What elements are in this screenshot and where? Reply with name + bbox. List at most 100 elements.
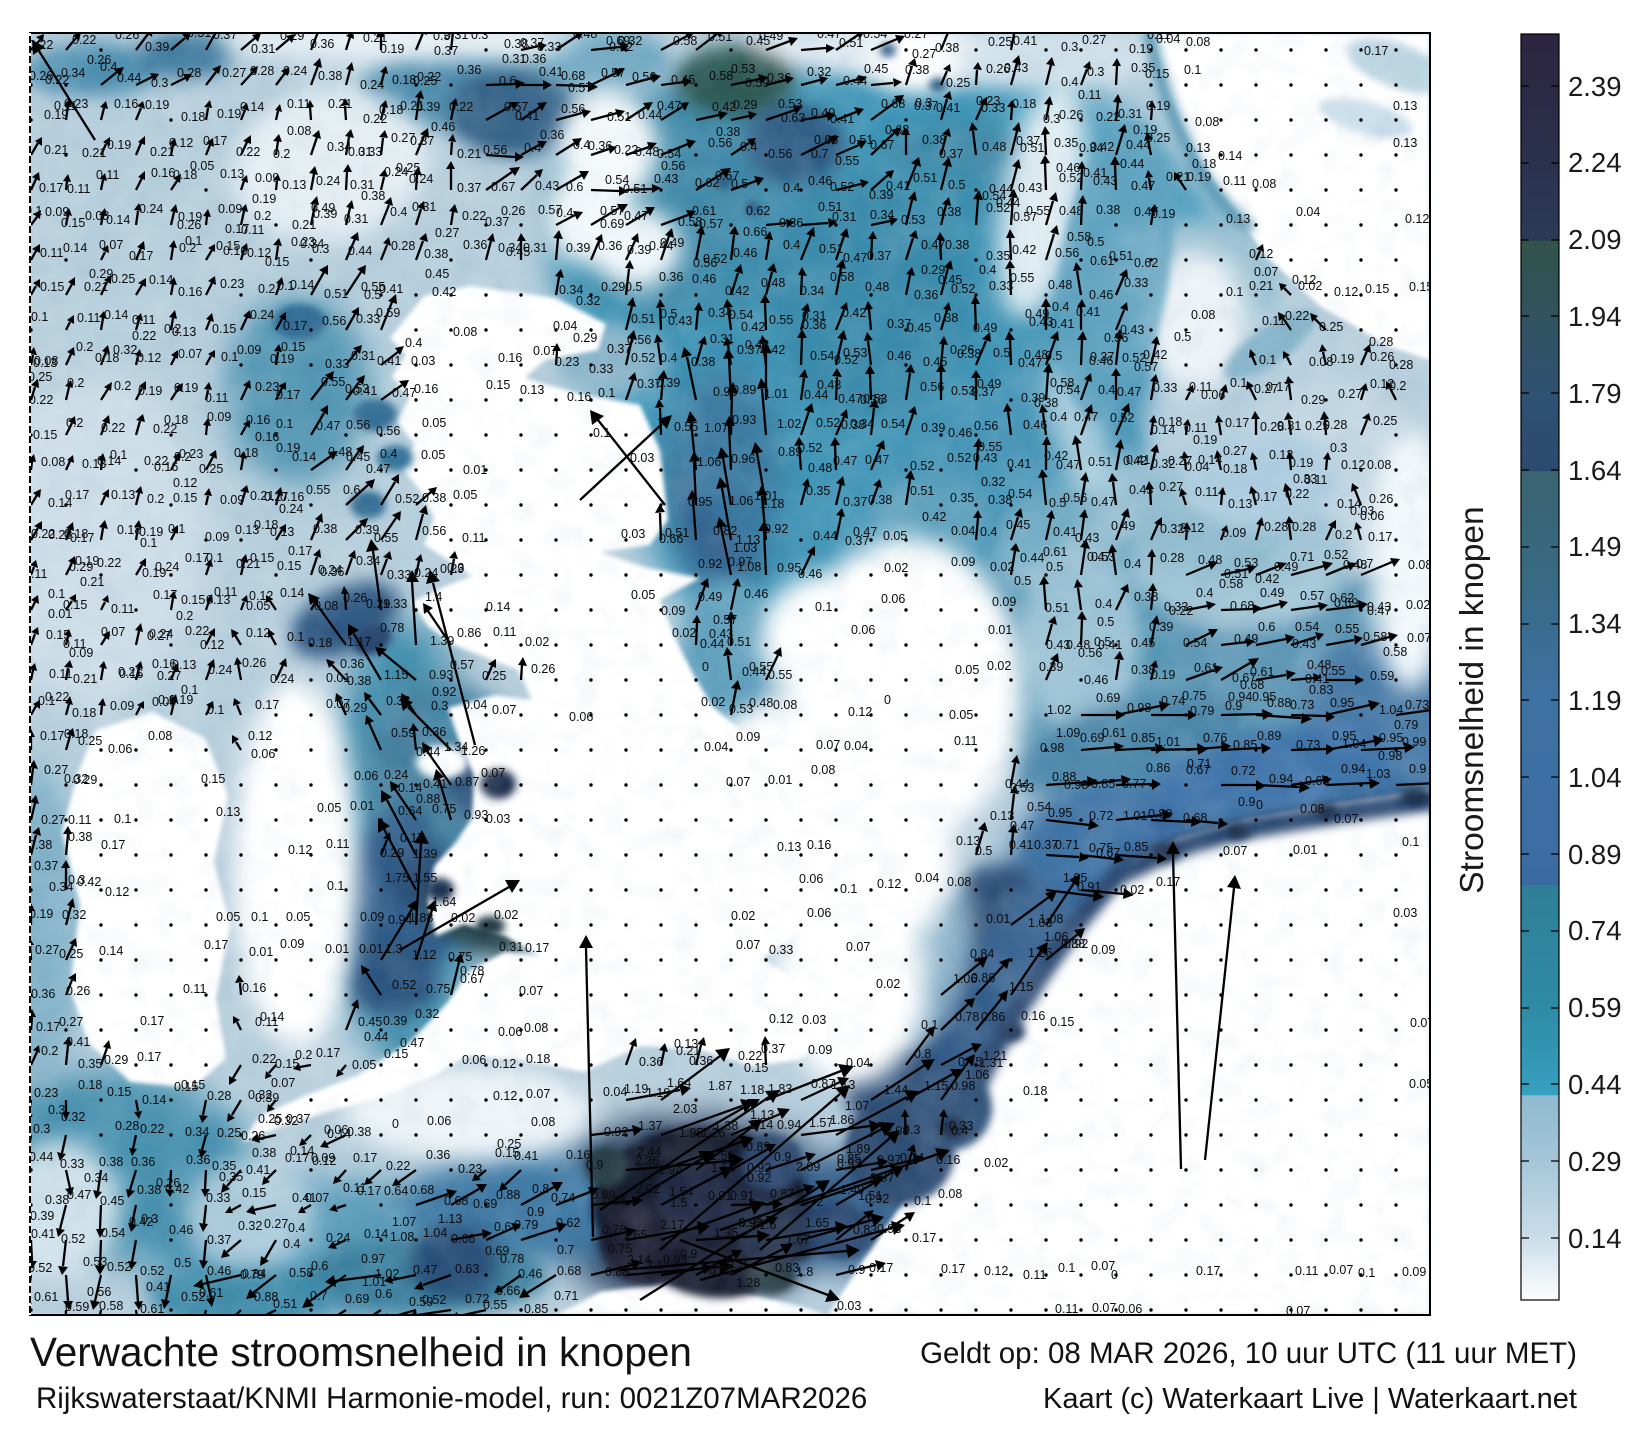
svg-text:0.82: 0.82 xyxy=(713,524,737,538)
svg-text:0.49: 0.49 xyxy=(660,236,684,250)
svg-text:0.1: 0.1 xyxy=(598,386,615,400)
svg-text:1.8: 1.8 xyxy=(796,1265,813,1279)
svg-text:0.2: 0.2 xyxy=(176,609,193,623)
svg-text:1.02: 1.02 xyxy=(1047,703,1071,717)
svg-text:0.19: 0.19 xyxy=(1129,42,1153,56)
svg-text:0.44: 0.44 xyxy=(29,1150,53,1164)
svg-text:0.98: 0.98 xyxy=(951,1079,975,1093)
svg-text:0.46: 0.46 xyxy=(1084,673,1108,687)
svg-text:1.26: 1.26 xyxy=(1028,946,1052,960)
svg-text:0.13: 0.13 xyxy=(172,658,196,672)
svg-text:0.75: 0.75 xyxy=(426,982,450,996)
svg-text:0.12: 0.12 xyxy=(848,705,872,719)
svg-text:0.13: 0.13 xyxy=(172,325,196,339)
svg-text:0.3: 0.3 xyxy=(1043,112,1060,126)
svg-text:0.29: 0.29 xyxy=(73,773,97,787)
svg-text:0.45: 0.45 xyxy=(1006,518,1030,532)
svg-text:0.75: 0.75 xyxy=(1182,689,1206,703)
svg-text:0.37: 0.37 xyxy=(747,23,771,37)
svg-text:0.53: 0.53 xyxy=(83,1255,107,1269)
svg-text:0.21: 0.21 xyxy=(1166,170,1190,184)
svg-text:0.92: 0.92 xyxy=(709,1264,733,1278)
svg-text:0.16: 0.16 xyxy=(566,1148,590,1162)
svg-text:0.23: 0.23 xyxy=(64,97,88,111)
svg-text:0.27: 0.27 xyxy=(44,763,68,777)
svg-text:0.49: 0.49 xyxy=(311,201,335,215)
svg-text:0.36: 0.36 xyxy=(457,63,481,77)
svg-text:0.18: 0.18 xyxy=(526,1052,550,1066)
svg-text:2.1: 2.1 xyxy=(646,1258,663,1272)
svg-text:0.47: 0.47 xyxy=(838,392,862,406)
svg-text:0.06: 0.06 xyxy=(1201,388,1225,402)
svg-text:0.45: 0.45 xyxy=(425,267,449,281)
svg-text:0.15: 0.15 xyxy=(61,216,85,230)
svg-text:0.48: 0.48 xyxy=(1198,553,1222,567)
svg-text:0.34: 0.34 xyxy=(327,140,351,154)
svg-text:0.26: 0.26 xyxy=(531,662,555,676)
svg-text:0.84: 0.84 xyxy=(970,947,994,961)
svg-text:0.33: 0.33 xyxy=(537,40,561,54)
svg-text:0.29: 0.29 xyxy=(921,263,945,277)
svg-text:0.21: 0.21 xyxy=(1249,279,1273,293)
svg-text:0.33: 0.33 xyxy=(325,357,349,371)
svg-text:0.4: 0.4 xyxy=(405,336,422,350)
svg-text:0.24: 0.24 xyxy=(155,560,179,574)
svg-text:0.11: 0.11 xyxy=(111,602,134,616)
svg-text:0.37: 0.37 xyxy=(939,147,963,161)
svg-text:0.27: 0.27 xyxy=(59,1015,83,1029)
svg-text:0.15: 0.15 xyxy=(40,280,64,294)
svg-text:0.2: 0.2 xyxy=(66,416,83,430)
svg-text:0.25: 0.25 xyxy=(1305,419,1329,433)
svg-text:1.03: 1.03 xyxy=(1028,916,1052,930)
svg-text:0.53: 0.53 xyxy=(843,346,867,360)
svg-text:0.56: 0.56 xyxy=(422,524,446,538)
svg-text:0.05: 0.05 xyxy=(352,1058,376,1072)
svg-text:0.32: 0.32 xyxy=(64,772,88,786)
svg-text:0.47: 0.47 xyxy=(392,386,416,400)
svg-text:0.89: 0.89 xyxy=(1148,807,1172,821)
svg-text:0.46: 0.46 xyxy=(744,587,768,601)
svg-text:0.68: 0.68 xyxy=(881,97,905,111)
svg-text:0.1: 0.1 xyxy=(31,310,48,324)
svg-text:0.78: 0.78 xyxy=(500,1252,524,1266)
svg-text:0.36: 0.36 xyxy=(639,1055,663,1069)
svg-text:0.47: 0.47 xyxy=(1018,356,1042,370)
svg-text:0.11: 0.11 xyxy=(954,734,977,748)
svg-text:0.16: 0.16 xyxy=(119,667,143,681)
svg-text:0.17: 0.17 xyxy=(1266,380,1290,394)
svg-text:0.55: 0.55 xyxy=(749,660,773,674)
svg-text:0: 0 xyxy=(702,660,709,674)
svg-text:1.51: 1.51 xyxy=(858,1189,882,1203)
svg-text:0.27: 0.27 xyxy=(41,813,65,827)
svg-text:0.25: 0.25 xyxy=(28,370,52,384)
svg-text:0.34: 0.34 xyxy=(708,306,732,320)
svg-text:0.51: 0.51 xyxy=(913,171,937,185)
svg-text:1.13: 1.13 xyxy=(438,1212,462,1226)
svg-text:0.08: 0.08 xyxy=(1367,458,1391,472)
svg-text:0.22: 0.22 xyxy=(1169,604,1193,618)
svg-text:0.38: 0.38 xyxy=(313,522,337,536)
svg-text:0.41: 0.41 xyxy=(1053,525,1077,539)
svg-text:0.71: 0.71 xyxy=(1187,757,1211,771)
svg-text:0.42: 0.42 xyxy=(1143,348,1167,362)
svg-text:0.45: 0.45 xyxy=(671,73,695,87)
svg-text:0.06: 0.06 xyxy=(1360,509,1384,523)
svg-text:0.8: 0.8 xyxy=(914,1047,931,1061)
svg-text:0.38: 0.38 xyxy=(868,493,892,507)
svg-text:0.49: 0.49 xyxy=(977,377,1001,391)
svg-text:1.54: 1.54 xyxy=(669,1185,693,1199)
svg-text:1.35: 1.35 xyxy=(714,1226,738,1240)
svg-text:0.52: 0.52 xyxy=(395,492,419,506)
svg-text:1.02: 1.02 xyxy=(375,1267,399,1281)
svg-text:0.06: 0.06 xyxy=(427,1114,451,1128)
svg-text:0.12: 0.12 xyxy=(769,1012,793,1026)
svg-text:0.39: 0.39 xyxy=(416,100,440,114)
svg-text:0.69: 0.69 xyxy=(473,1197,497,1211)
svg-text:0.14: 0.14 xyxy=(106,213,130,227)
svg-text:0.19: 0.19 xyxy=(142,566,166,580)
svg-text:0.08: 0.08 xyxy=(85,209,109,223)
svg-text:0.18: 0.18 xyxy=(78,1078,102,1092)
svg-text:0.52: 0.52 xyxy=(834,353,858,367)
svg-text:0.02: 0.02 xyxy=(884,561,908,575)
svg-text:0.55: 0.55 xyxy=(769,313,793,327)
